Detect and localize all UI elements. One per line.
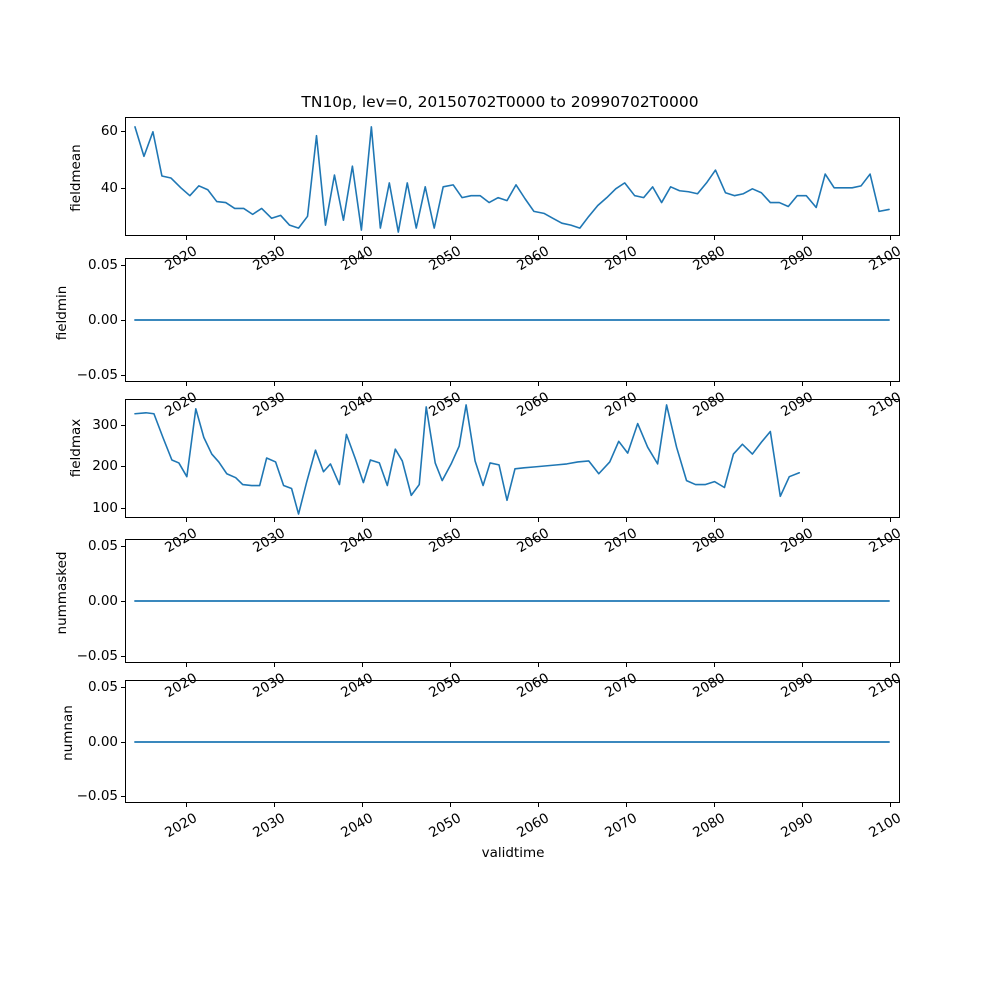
xtick-mark xyxy=(626,518,628,523)
xtick-label-s5-2: 2040 xyxy=(338,810,376,842)
xtick-mark xyxy=(450,236,452,241)
xtick-mark xyxy=(890,382,892,387)
ylabel-fieldmean: fieldmean xyxy=(68,144,84,212)
ytick-mark xyxy=(121,742,126,744)
xtick-mark xyxy=(802,518,804,523)
xtick-mark xyxy=(802,803,804,808)
xtick-mark xyxy=(186,803,188,808)
figure-title: TN10p, lev=0, 20150702T0000 to 20990702T… xyxy=(301,93,699,111)
ytick-label-nummasked-1: 0.00 xyxy=(87,593,118,609)
xtick-mark xyxy=(186,382,188,387)
xtick-mark xyxy=(274,518,276,523)
xtick-mark xyxy=(538,236,540,241)
xtick-mark xyxy=(626,803,628,808)
xtick-mark xyxy=(450,518,452,523)
xtick-label-s5-3: 2050 xyxy=(426,810,464,842)
xtick-mark xyxy=(538,663,540,668)
axes-fieldmean xyxy=(125,117,900,236)
xtick-mark xyxy=(186,236,188,241)
series-line-fieldmean xyxy=(134,126,890,233)
xtick-mark xyxy=(714,236,716,241)
xtick-mark xyxy=(186,518,188,523)
xtick-mark xyxy=(538,518,540,523)
xtick-mark xyxy=(890,803,892,808)
xtick-mark xyxy=(714,663,716,668)
xtick-mark xyxy=(450,663,452,668)
xtick-label-s5-6: 2080 xyxy=(690,810,728,842)
xtick-mark xyxy=(274,236,276,241)
xtick-mark xyxy=(626,382,628,387)
plot-area-fieldmax xyxy=(134,404,801,515)
ytick-mark xyxy=(121,687,126,689)
ytick-mark xyxy=(121,796,126,798)
plot-area-fieldmin xyxy=(134,319,890,321)
plot-area-numnan xyxy=(134,741,890,743)
plot-area-nummasked xyxy=(134,600,890,602)
xtick-mark xyxy=(802,663,804,668)
xtick-mark xyxy=(274,803,276,808)
xtick-mark xyxy=(274,382,276,387)
xtick-mark xyxy=(714,518,716,523)
axes-nummasked xyxy=(125,539,900,663)
xtick-label-s5-8: 2100 xyxy=(866,810,904,842)
axes-numnan xyxy=(125,680,900,803)
ytick-mark xyxy=(121,508,126,510)
xtick-mark xyxy=(802,382,804,387)
xtick-mark xyxy=(714,803,716,808)
xtick-mark xyxy=(450,803,452,808)
ytick-label-nummasked-2: −0.05 xyxy=(76,648,118,664)
xtick-mark xyxy=(890,236,892,241)
ytick-mark xyxy=(121,320,126,322)
ytick-mark xyxy=(121,601,126,603)
ytick-label-numnan-1: 0.00 xyxy=(87,734,118,750)
ytick-mark xyxy=(121,425,126,427)
ytick-label-fieldmax-0: 300 xyxy=(92,417,118,433)
ytick-mark xyxy=(121,188,126,190)
ytick-mark xyxy=(121,466,126,468)
xtick-label-s5-7: 2090 xyxy=(778,810,816,842)
ytick-mark xyxy=(121,375,126,377)
ytick-label-nummasked-0: 0.05 xyxy=(87,538,118,554)
xtick-mark xyxy=(538,382,540,387)
xtick-mark xyxy=(362,518,364,523)
xlabel-validtime: validtime xyxy=(481,845,545,861)
xtick-mark xyxy=(626,236,628,241)
ytick-label-fieldmean-1: 40 xyxy=(100,180,118,196)
ytick-label-fieldmin-2: −0.05 xyxy=(76,367,118,383)
ytick-label-fieldmax-2: 100 xyxy=(92,500,118,516)
ytick-label-numnan-2: −0.05 xyxy=(76,788,118,804)
xtick-label-s5-4: 2060 xyxy=(514,810,552,842)
xtick-mark xyxy=(186,663,188,668)
ytick-label-fieldmin-0: 0.05 xyxy=(87,257,118,273)
xtick-mark xyxy=(362,382,364,387)
xtick-label-s5-1: 2030 xyxy=(250,810,288,842)
xtick-mark xyxy=(274,663,276,668)
ytick-label-numnan-0: 0.05 xyxy=(87,679,118,695)
xtick-mark xyxy=(802,236,804,241)
axes-fieldmin xyxy=(125,258,900,382)
xtick-mark xyxy=(890,518,892,523)
xtick-mark xyxy=(450,382,452,387)
ytick-mark xyxy=(121,131,126,133)
plot-area-fieldmean xyxy=(134,126,890,233)
xtick-mark xyxy=(714,382,716,387)
xtick-mark xyxy=(362,663,364,668)
xtick-mark xyxy=(626,663,628,668)
series-line-fieldmax xyxy=(134,404,801,515)
ytick-label-fieldmin-1: 0.00 xyxy=(87,312,118,328)
xtick-label-s5-5: 2070 xyxy=(602,810,640,842)
xtick-mark xyxy=(890,663,892,668)
ytick-label-fieldmean-0: 60 xyxy=(100,123,118,139)
xtick-label-s5-0: 2020 xyxy=(162,810,200,842)
xtick-mark xyxy=(538,803,540,808)
ytick-mark xyxy=(121,265,126,267)
axes-fieldmax xyxy=(125,399,900,518)
ytick-label-fieldmax-1: 200 xyxy=(92,458,118,474)
xtick-mark xyxy=(362,803,364,808)
ytick-mark xyxy=(121,656,126,658)
xtick-mark xyxy=(362,236,364,241)
ytick-mark xyxy=(121,546,126,548)
